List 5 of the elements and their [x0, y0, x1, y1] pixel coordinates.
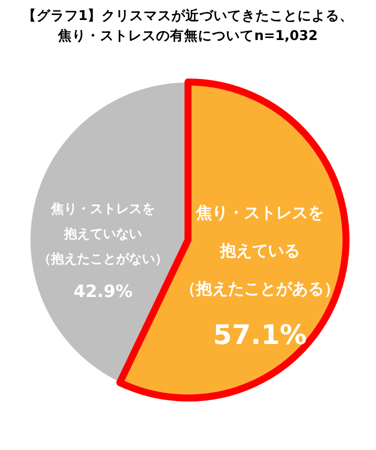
slice-label: 焦り・ストレスを抱えている（抱えたことがある） [180, 203, 340, 298]
data-label: 42.9% [74, 282, 132, 302]
chart-title: 【グラフ1】クリスマスが近づいてきたことによる、焦り・ストレスの有無についてn=1,032 [22, 8, 354, 44]
data-label: 57.1% [213, 320, 307, 351]
slice-label: 焦り・ストレスを抱えていない（抱えたことがない） [38, 202, 168, 267]
